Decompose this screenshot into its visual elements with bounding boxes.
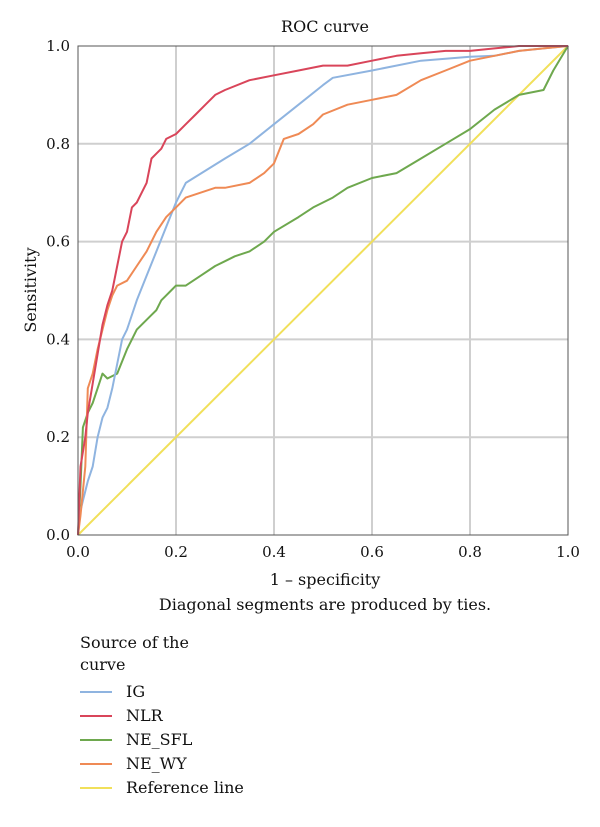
legend-label: NE_WY: [126, 754, 187, 773]
series-line-reference-line: [77, 45, 569, 536]
legend-label: NE_SFL: [126, 730, 193, 749]
y-tick-label: 1.0: [46, 37, 70, 55]
x-tick-label: 0.6: [360, 543, 384, 561]
legend-item: NE_WY: [80, 752, 244, 776]
x-tick-label: 1.0: [556, 543, 580, 561]
legend-swatch: [80, 763, 112, 765]
x-axis-title: 1 – specificity: [270, 570, 381, 589]
y-tick-label: 0.2: [46, 428, 70, 446]
legend-item: IG: [80, 680, 244, 704]
x-tick-label: 0.8: [458, 543, 482, 561]
series-lines: [77, 45, 569, 536]
legend-label: Reference line: [126, 778, 244, 797]
y-tick-labels: 0.0 0.2 0.4 0.6 0.8 1.0: [46, 37, 70, 544]
chart-title: ROC curve: [281, 17, 369, 36]
x-tick-label: 0.0: [66, 543, 90, 561]
legend-title: Source of the curve: [80, 633, 189, 674]
x-tick-label: 0.2: [164, 543, 188, 561]
y-tick-label: 0.0: [46, 526, 70, 544]
ties-note: Diagonal segments are produced by ties.: [159, 595, 491, 614]
legend-swatch: [80, 739, 112, 741]
legend-entries: IG NLR NE_SFL NE_WY Reference line: [80, 680, 244, 800]
series-line-nlr: [77, 45, 568, 536]
legend-item: NLR: [80, 704, 244, 728]
legend-item: Reference line: [80, 776, 244, 800]
series-line-ig: [77, 45, 569, 536]
plot-frame: [77, 45, 569, 536]
legend-swatch: [80, 715, 112, 717]
y-tick-label: 0.8: [46, 135, 70, 153]
series-line-ne-sfl: [77, 45, 569, 536]
y-tick-label: 0.4: [46, 330, 70, 348]
legend: Source of the curve IG NLR NE_SFL NE_WY Refe…: [80, 632, 244, 800]
legend-label: NLR: [126, 706, 163, 725]
roc-chart: ROC curve 0.0 0.2 0.4 0.6 0.8 1.0 0.00.20.40.…: [21, 17, 580, 614]
legend-label: IG: [126, 682, 146, 701]
y-tick-label: 0.6: [46, 233, 70, 251]
x-tick-label: 0.4: [262, 543, 286, 561]
y-axis-title: Sensitivity: [21, 247, 40, 332]
legend-swatch: [80, 787, 112, 789]
legend-swatch: [80, 691, 112, 693]
legend-item: NE_SFL: [80, 728, 244, 752]
x-tick-labels: 0.0 0.2 0.4 0.6 0.8 1.0: [66, 543, 580, 561]
